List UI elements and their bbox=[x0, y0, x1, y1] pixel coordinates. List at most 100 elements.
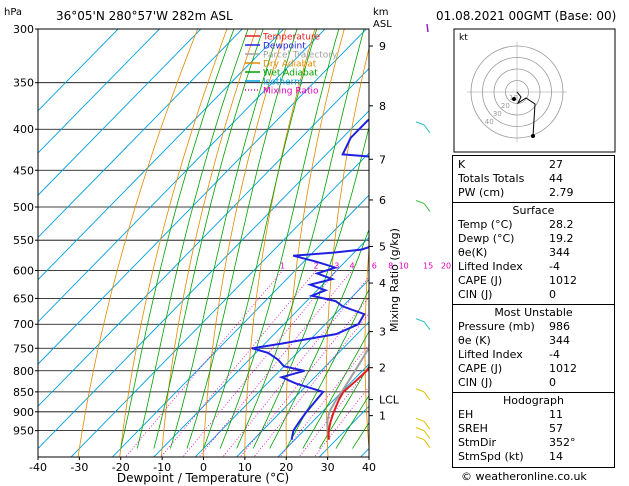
temperature-line bbox=[327, 365, 369, 440]
height-tick-label: 2 bbox=[379, 362, 386, 375]
wind-barb-flag bbox=[415, 388, 425, 393]
dry-adiabat-line bbox=[119, 29, 228, 457]
mixing-ratio-line bbox=[239, 296, 369, 457]
hodograph-ring-label: 30 bbox=[493, 110, 502, 118]
mixing-ratio-label: 8 bbox=[388, 262, 393, 271]
unstable-row: θe (K) 344 bbox=[458, 334, 570, 347]
pressure-tick-label: 900 bbox=[13, 406, 34, 419]
surface-row: CIN (J) 0 bbox=[458, 288, 556, 301]
mixing-ratio-line bbox=[160, 270, 317, 457]
wet-adiabat-line bbox=[285, 288, 369, 449]
wind-barb-flag bbox=[415, 200, 425, 204]
surface-row: Dewp (°C) 19.2 bbox=[458, 232, 574, 245]
mixing-ratio-label: 6 bbox=[372, 262, 377, 271]
hodograph-row: StmSpd (kt) 14 bbox=[458, 450, 563, 463]
mixing-ratio-line bbox=[222, 276, 369, 457]
wind-barb-top bbox=[426, 23, 429, 33]
wind-barb-staff bbox=[423, 203, 431, 212]
indices-panel: K 27 Totals Totals 44 PW (cm) 2.79 Surface … bbox=[452, 155, 615, 468]
dry-adiabat-line bbox=[325, 46, 369, 457]
temperature-tick-label: -10 bbox=[153, 461, 171, 474]
mixing-ratio-line bbox=[198, 270, 353, 457]
parcel-trajectory-line bbox=[326, 346, 369, 440]
hodograph-ring-label: 20 bbox=[501, 102, 510, 110]
unstable-row: Lifted Index -4 bbox=[458, 348, 560, 361]
mixing-ratio-line bbox=[124, 270, 283, 457]
hodograph-title: Hodograph bbox=[503, 394, 564, 407]
unstable-row: Pressure (mb) 986 bbox=[458, 320, 570, 333]
pressure-tick-label: 350 bbox=[13, 77, 34, 90]
unstable-row: CIN (J) 0 bbox=[458, 376, 556, 389]
mixing-ratio-label: 4 bbox=[349, 262, 354, 271]
height-tick-label: 1 bbox=[379, 410, 386, 423]
legend-label: Dry Adiabat bbox=[263, 60, 317, 70]
unstable-title: Most Unstable bbox=[494, 306, 573, 319]
wet-adiabat-line bbox=[153, 29, 264, 449]
wind-barbs bbox=[415, 23, 431, 448]
hodograph-row: SREH 57 bbox=[458, 422, 563, 435]
pressure-tick-label: 400 bbox=[13, 123, 34, 136]
pressure-tick-label: 300 bbox=[13, 23, 34, 36]
pressure-tick-label: 500 bbox=[13, 201, 34, 214]
isotherm-line bbox=[111, 194, 369, 457]
pressure-tick-label: 750 bbox=[13, 342, 34, 355]
wet-adiabat-line bbox=[269, 228, 369, 449]
mixing-ratio-labels: 12346810152025 bbox=[280, 262, 465, 271]
pressure-tick-label: 650 bbox=[13, 292, 34, 305]
mixing-ratio-label: 3 bbox=[334, 262, 339, 271]
hodograph-end-dot bbox=[531, 134, 535, 138]
temperature-tick-label: -30 bbox=[70, 461, 88, 474]
hodograph-frame bbox=[453, 28, 616, 153]
mixing-ratio-label: 1 bbox=[280, 262, 285, 271]
hodograph-box-divider bbox=[453, 392, 614, 393]
temperature-axis: -40 -30 -20 -10 0 10 20 30 40 bbox=[29, 457, 376, 474]
surface-title: Surface bbox=[512, 204, 555, 217]
isotherm-line bbox=[38, 29, 161, 154]
legend-label: Temperature bbox=[262, 33, 320, 43]
km-label: km bbox=[373, 7, 389, 18]
temperature-tick-label: 30 bbox=[321, 461, 335, 474]
wet-adiabat-line bbox=[236, 29, 365, 449]
wet-adiabat-line bbox=[319, 364, 369, 449]
wind-barb-flag bbox=[415, 121, 425, 126]
wind-barb-staff bbox=[423, 391, 431, 401]
legend-label: Dewpoint bbox=[263, 42, 306, 52]
mixing-ratio-label: 20 bbox=[441, 262, 451, 271]
temperature-tick-label: 40 bbox=[362, 461, 376, 474]
index-row: K 27 bbox=[458, 158, 563, 171]
plot-frame bbox=[37, 28, 370, 458]
index-row: PW (cm) 2.79 bbox=[458, 186, 574, 199]
surface-row: Lifted Index -4 bbox=[458, 260, 560, 273]
wet-adiabat-line bbox=[136, 29, 249, 449]
wet-adiabat-line bbox=[219, 29, 340, 449]
legend-label: Wet Adiabat bbox=[263, 69, 318, 79]
wet-adiabat-line bbox=[203, 29, 318, 449]
surface-row: Temp (°C) 28.2 bbox=[458, 218, 574, 231]
mixing-ratio-line bbox=[182, 270, 338, 457]
unstable-box-divider bbox=[453, 304, 614, 305]
background-lines bbox=[38, 29, 369, 457]
wind-barb-flag bbox=[415, 427, 425, 432]
temperature-tick-label: 0 bbox=[200, 461, 207, 474]
hodograph-rings bbox=[467, 42, 567, 142]
isotherm-line bbox=[38, 29, 119, 112]
height-tick-label: 4 bbox=[379, 277, 386, 290]
hpa-label: hPa bbox=[4, 7, 22, 18]
pressure-tick-label: 850 bbox=[13, 386, 34, 399]
wet-adiabat-line bbox=[170, 29, 280, 449]
height-tick-label: 9 bbox=[379, 40, 386, 53]
pressure-axis: 300 350 400 450 500 550 600 650 700 750 800 850 900 9… bbox=[13, 23, 38, 438]
pressure-tick-label: 800 bbox=[13, 365, 34, 378]
mixing-ratio-label: 2 bbox=[313, 262, 318, 271]
pressure-tick-label: 700 bbox=[13, 318, 34, 331]
wind-barb-staff bbox=[423, 321, 431, 331]
mixing-ratio-label: 10 bbox=[399, 262, 409, 271]
footer-credit[interactable]: © weatheronline.co.uk bbox=[461, 470, 587, 483]
height-tick-label: 6 bbox=[379, 194, 386, 207]
isotherm-line bbox=[38, 110, 369, 450]
wind-barb-staff bbox=[423, 439, 431, 448]
isotherm-line bbox=[38, 29, 285, 281]
location-title: 36°05'N 280°57'W 282m ASL bbox=[56, 9, 233, 23]
